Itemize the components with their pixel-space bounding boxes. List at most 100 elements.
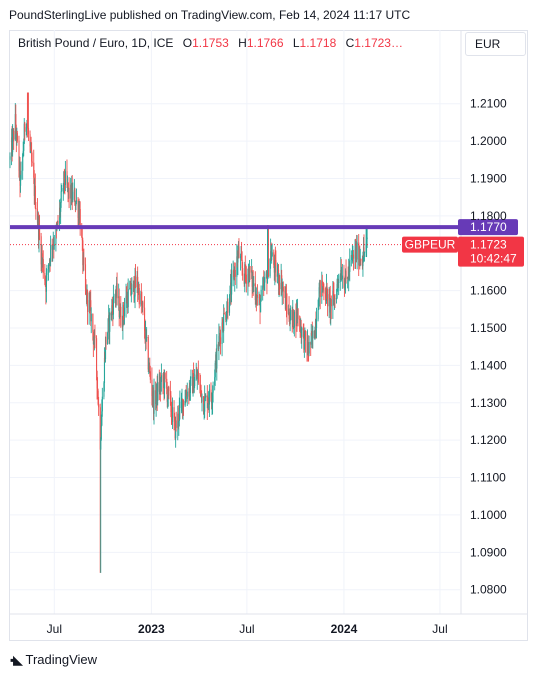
candle-body bbox=[358, 257, 360, 266]
candle-body bbox=[211, 401, 213, 404]
candle-body bbox=[356, 242, 358, 260]
y-tick-label: 1.2100 bbox=[470, 97, 507, 111]
candle-body bbox=[179, 401, 181, 408]
candle-body bbox=[90, 313, 92, 322]
candle-body bbox=[229, 285, 231, 306]
candle-body bbox=[60, 202, 62, 212]
time-axis: Jul 2023 Jul 2024 Jul bbox=[47, 622, 448, 636]
candle-body bbox=[360, 258, 362, 262]
candle-body bbox=[197, 371, 199, 383]
candle-body bbox=[263, 282, 265, 289]
candle-body bbox=[75, 201, 77, 206]
candle-body bbox=[362, 261, 364, 267]
candle-body bbox=[271, 256, 273, 260]
candle-body bbox=[341, 279, 343, 281]
candle-body bbox=[193, 385, 195, 393]
candle-body bbox=[302, 327, 304, 331]
currency-button[interactable]: EUR bbox=[465, 32, 526, 56]
candle-body bbox=[264, 277, 266, 283]
candle-body bbox=[281, 287, 283, 293]
x-tick-label: Jul bbox=[47, 622, 62, 636]
candle-body bbox=[190, 376, 192, 379]
candle-body bbox=[289, 320, 291, 325]
candle-body bbox=[366, 238, 368, 245]
candle-body bbox=[96, 370, 98, 389]
candle-body bbox=[67, 183, 69, 191]
candle-body bbox=[329, 294, 331, 299]
candle-body bbox=[308, 342, 310, 354]
candle-body bbox=[332, 290, 334, 307]
candle-body bbox=[208, 389, 211, 405]
brand-name: TradingView bbox=[25, 652, 98, 667]
candle-body bbox=[245, 274, 247, 284]
candle-body bbox=[247, 273, 249, 284]
candle-body bbox=[333, 297, 336, 304]
candle-body bbox=[49, 259, 51, 265]
candle-body bbox=[273, 252, 275, 266]
candle-body bbox=[111, 305, 113, 307]
candle-body bbox=[319, 280, 321, 297]
candle-body bbox=[203, 411, 205, 414]
candle-body bbox=[44, 272, 46, 281]
chart-frame bbox=[9, 30, 528, 641]
candle-body bbox=[337, 280, 339, 283]
candle-body bbox=[330, 299, 332, 307]
candle-body bbox=[312, 330, 314, 339]
candle-body bbox=[103, 357, 106, 384]
candle-body bbox=[358, 242, 360, 266]
candle-body bbox=[234, 269, 236, 277]
candle-body bbox=[219, 337, 222, 345]
candle-body bbox=[151, 379, 153, 397]
candle-body bbox=[135, 275, 137, 288]
candle-body bbox=[77, 200, 79, 218]
legend-close-value: 1.1723… bbox=[354, 36, 403, 50]
candle-body bbox=[39, 226, 41, 237]
candle-body bbox=[50, 244, 52, 262]
candle-body bbox=[317, 309, 319, 320]
candle-body bbox=[336, 297, 338, 300]
candle-body bbox=[33, 162, 35, 178]
y-tick-label: 1.1300 bbox=[470, 396, 507, 410]
candle-body bbox=[212, 385, 214, 393]
candle-body bbox=[167, 397, 169, 402]
legend-low-value: 1.1718 bbox=[299, 36, 337, 50]
candle-body bbox=[182, 400, 184, 413]
candle-body bbox=[166, 388, 168, 402]
y-tick-label: 1.0800 bbox=[470, 583, 507, 597]
candle-body bbox=[226, 311, 228, 318]
candle-body bbox=[120, 306, 122, 326]
candle-body bbox=[116, 283, 118, 299]
candle-body bbox=[59, 207, 61, 224]
candle-body bbox=[206, 395, 208, 409]
candle-body bbox=[316, 319, 318, 328]
candle-body bbox=[18, 140, 20, 171]
candle-body bbox=[93, 334, 96, 343]
tradingview-logo-icon: ▪◣ bbox=[10, 652, 23, 667]
candle-body bbox=[271, 252, 273, 257]
candle-body bbox=[284, 291, 286, 293]
candle-body bbox=[313, 330, 315, 339]
y-tick-label: 1.1400 bbox=[470, 358, 507, 372]
candle-body bbox=[111, 305, 113, 316]
candle-body bbox=[144, 307, 146, 331]
last-price-tag bbox=[458, 236, 524, 267]
candle-body bbox=[340, 269, 342, 280]
candle-body bbox=[112, 296, 114, 315]
candle-body bbox=[186, 391, 188, 399]
candle-body bbox=[322, 286, 324, 289]
footer-brand[interactable]: ▪◣ TradingView bbox=[10, 652, 97, 667]
candle-body bbox=[134, 296, 136, 299]
candle-body bbox=[107, 332, 109, 345]
x-tick-label: 2024 bbox=[331, 622, 358, 636]
candle-body bbox=[20, 178, 22, 186]
candle-body bbox=[218, 336, 220, 350]
candle-body bbox=[19, 162, 21, 186]
candle-body bbox=[75, 200, 78, 202]
candle-body bbox=[160, 375, 163, 383]
candle-body bbox=[242, 268, 244, 275]
candle-body bbox=[223, 312, 225, 315]
candle-body bbox=[93, 342, 95, 345]
candle-body bbox=[307, 341, 309, 353]
candle-body bbox=[196, 375, 198, 379]
